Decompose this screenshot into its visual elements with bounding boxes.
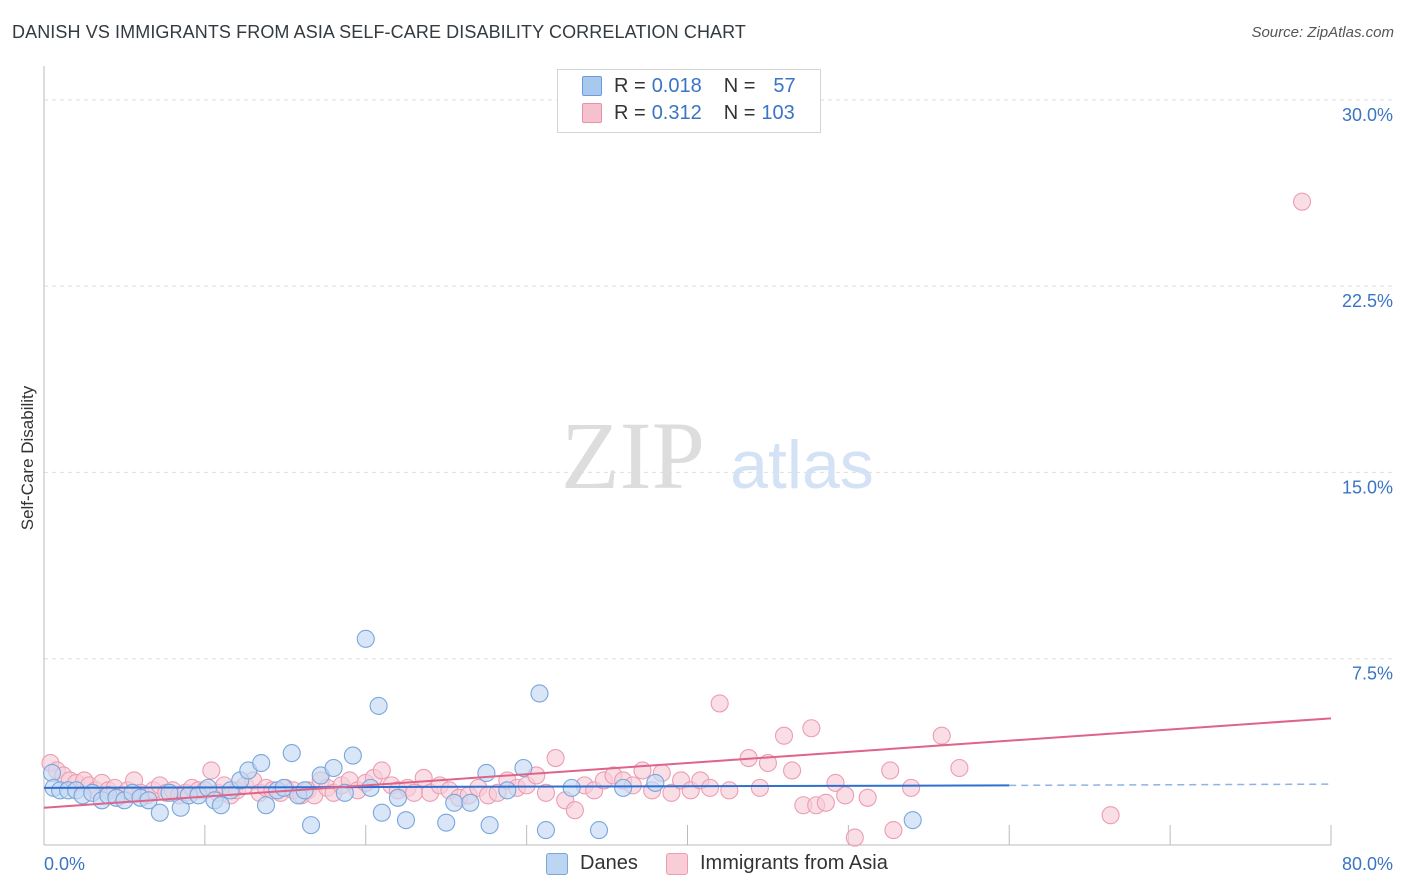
danes-point bbox=[903, 811, 922, 830]
danes-point bbox=[282, 744, 301, 763]
danes-point bbox=[477, 763, 496, 783]
chart-title: DANISH VS IMMIGRANTS FROM ASIA SELF-CARE… bbox=[12, 22, 747, 42]
asia-point bbox=[802, 719, 821, 738]
danes-legend-swatch bbox=[546, 852, 568, 875]
asia-point bbox=[720, 781, 739, 800]
danes-point bbox=[646, 773, 665, 792]
asia-point bbox=[633, 761, 652, 780]
source-credit: Source: ZipAtlas.com bbox=[1251, 24, 1394, 41]
danes-point bbox=[396, 811, 416, 830]
danes-trend-extension bbox=[1009, 783, 1332, 787]
y-tick-label: 22.5% bbox=[1342, 291, 1393, 311]
asia-point bbox=[1101, 806, 1120, 825]
asia-point bbox=[758, 753, 777, 773]
danes-point bbox=[252, 753, 271, 773]
asia-point bbox=[1292, 192, 1312, 211]
legend-row-asia: R = 0.312 N = 103 bbox=[582, 101, 795, 125]
danes-trend-line bbox=[43, 784, 1010, 789]
danes-point bbox=[356, 629, 375, 648]
danes-point bbox=[42, 763, 62, 783]
danes-legend-label: Danes bbox=[580, 852, 638, 874]
tick-labels: 7.5% 15.0% 22.5% 30.0% 0.0% 80.0% bbox=[44, 105, 1393, 874]
x-tick-label: 0.0% bbox=[44, 854, 85, 874]
danes-point bbox=[324, 758, 343, 778]
asia-point bbox=[858, 788, 877, 807]
y-axis-label: Self-Care Disability bbox=[18, 385, 37, 531]
watermark: ZIP atlas bbox=[561, 402, 874, 509]
asia-point bbox=[546, 749, 565, 768]
r-value: 0.018 bbox=[651, 74, 702, 97]
asia-point bbox=[884, 821, 903, 840]
x-tick-label: 80.0% bbox=[1342, 854, 1393, 874]
danes-point bbox=[562, 778, 581, 797]
watermark-atlas: atlas bbox=[730, 427, 874, 503]
asia-trend-line bbox=[43, 717, 1332, 809]
n-label: N = bbox=[723, 101, 756, 124]
danes-point bbox=[160, 783, 179, 802]
asia-point bbox=[372, 761, 391, 780]
asia-point bbox=[826, 773, 845, 792]
stats-legend: R = 0.018 N = 57 R = 0.312 N = 103 bbox=[557, 69, 821, 133]
legend-item-danes[interactable]: Danes bbox=[546, 852, 638, 875]
watermark-zip: ZIP bbox=[561, 402, 705, 509]
asia-point bbox=[565, 801, 584, 820]
asia-legend-swatch bbox=[666, 852, 688, 875]
y-tick-label: 30.0% bbox=[1342, 105, 1393, 125]
gridlines bbox=[44, 99, 1392, 660]
danes-point bbox=[211, 796, 231, 815]
asia-point bbox=[902, 778, 921, 797]
asia-point bbox=[774, 726, 794, 745]
legend-row-danes: R = 0.018 N = 57 bbox=[582, 74, 796, 98]
danes-point bbox=[445, 793, 464, 812]
danes-point bbox=[498, 781, 517, 800]
asia-point bbox=[750, 778, 769, 797]
asia-point bbox=[950, 758, 969, 778]
danes-point bbox=[150, 803, 169, 822]
trend-lines bbox=[43, 717, 1332, 809]
y-tick-label: 15.0% bbox=[1342, 477, 1393, 497]
asia-point bbox=[536, 783, 555, 802]
asia-swatch bbox=[582, 103, 602, 123]
danes-point bbox=[256, 796, 276, 815]
danes-point bbox=[536, 821, 555, 840]
asia-point bbox=[881, 761, 900, 780]
asia-point bbox=[662, 783, 681, 802]
asia-point bbox=[700, 778, 720, 797]
asia-point bbox=[816, 793, 835, 812]
asia-point bbox=[783, 761, 802, 780]
danes-point bbox=[388, 788, 407, 807]
danes-point bbox=[335, 783, 354, 802]
series-legend: Danes Immigrants from Asia bbox=[0, 852, 1406, 878]
n-value: 103 bbox=[761, 101, 795, 124]
danes-point bbox=[302, 816, 321, 835]
asia-point bbox=[932, 726, 951, 745]
r-label: R = bbox=[614, 101, 646, 124]
danes-swatch bbox=[582, 76, 602, 96]
danes-point bbox=[372, 803, 391, 822]
n-value: 57 bbox=[773, 74, 796, 97]
asia-point bbox=[710, 694, 729, 713]
danes-point bbox=[530, 684, 549, 703]
danes-point bbox=[461, 793, 480, 812]
danes-point bbox=[514, 758, 533, 778]
asia-point bbox=[836, 786, 855, 805]
n-label: N = bbox=[723, 74, 756, 97]
r-value: 0.312 bbox=[651, 101, 702, 124]
r-label: R = bbox=[614, 74, 646, 97]
y-tick-label: 7.5% bbox=[1352, 664, 1393, 684]
data-points bbox=[41, 192, 1312, 847]
danes-point bbox=[343, 746, 362, 765]
asia-legend-label: Immigrants from Asia bbox=[700, 852, 888, 874]
danes-point bbox=[614, 778, 633, 797]
legend-item-asia[interactable]: Immigrants from Asia bbox=[666, 852, 888, 875]
danes-point bbox=[480, 816, 499, 835]
asia-point bbox=[845, 828, 864, 847]
danes-point bbox=[369, 696, 388, 715]
asia-point bbox=[202, 761, 221, 780]
danes-point bbox=[589, 821, 609, 840]
danes-point bbox=[437, 813, 456, 832]
